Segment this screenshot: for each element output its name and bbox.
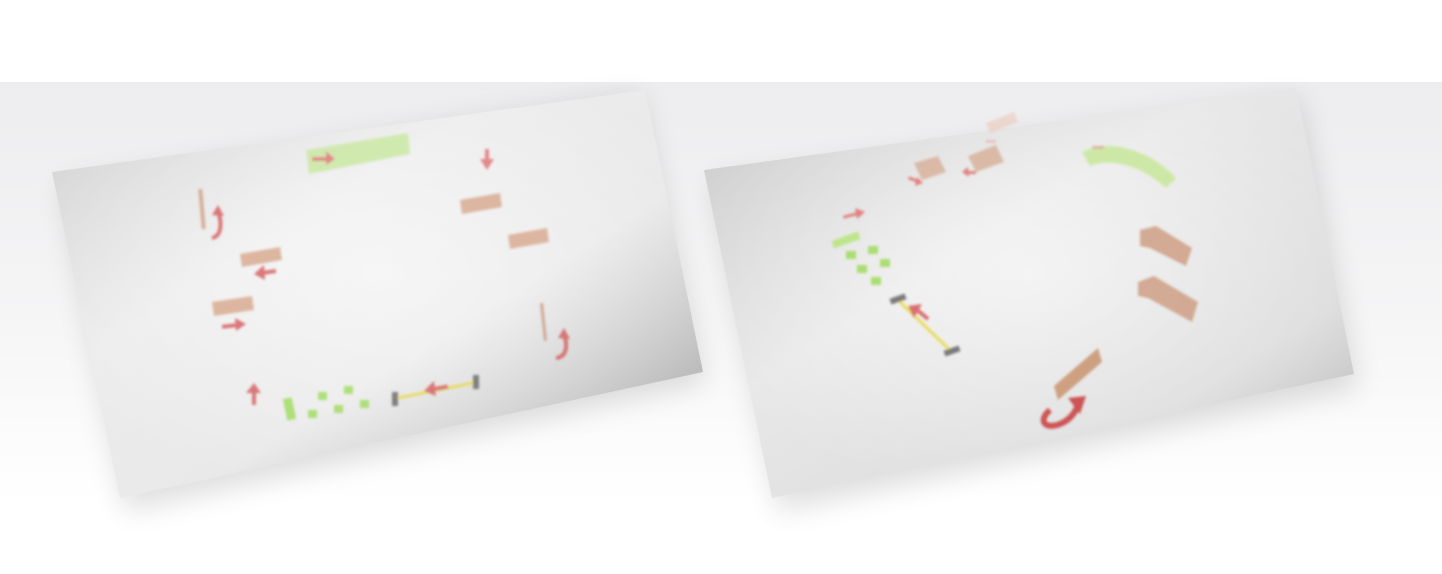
curl-arrow-head [212, 205, 224, 216]
green-ramp [1082, 146, 1176, 188]
green-piece [282, 397, 297, 421]
green-piece [868, 246, 878, 254]
green-piece [318, 392, 327, 400]
wood-block [240, 247, 282, 267]
green-piece [857, 265, 867, 273]
green-piece [846, 251, 856, 259]
arrow-right-icon [221, 318, 246, 331]
arrow-icon [907, 176, 923, 186]
wood-block [460, 193, 502, 214]
left-panel [52, 90, 705, 512]
arrow-icon [986, 140, 996, 143]
rail [896, 298, 954, 354]
green-piece [344, 386, 353, 394]
wood-block [986, 112, 1018, 133]
green-piece [880, 259, 890, 267]
arrow-left-icon [254, 265, 277, 280]
rail-end [943, 345, 961, 357]
wood-plank [1054, 348, 1102, 400]
green-piece [360, 400, 369, 408]
curved-arrow-head [1068, 396, 1086, 414]
green-slab [306, 133, 410, 174]
left-board-glow [52, 90, 703, 498]
right-board-glow [704, 88, 1354, 498]
thin-stick [540, 302, 547, 342]
green-piece [334, 405, 343, 413]
rail-end [889, 293, 907, 305]
green-piece [308, 410, 317, 418]
rail-end [473, 375, 479, 389]
arrow-left-icon [424, 381, 449, 396]
arrow-down-icon [480, 149, 494, 170]
arrow-right-icon [312, 151, 335, 165]
arrow-up-left-icon [908, 304, 930, 321]
arrow-icon [1092, 146, 1104, 149]
wood-block [212, 296, 254, 316]
curl-arrow-head [558, 328, 570, 339]
green-piece [871, 277, 881, 285]
arrow-icon [962, 167, 976, 177]
wood-block [1138, 276, 1198, 322]
right-panel [704, 88, 1358, 512]
wood-block [914, 156, 946, 180]
wood-block [968, 145, 1004, 172]
rail-end [392, 392, 398, 406]
arrow-up-icon [246, 383, 261, 405]
wood-block [508, 228, 549, 249]
arrow-right-icon [842, 208, 865, 219]
green-piece [831, 231, 861, 249]
wood-block [1140, 226, 1192, 266]
thin-stick [198, 188, 206, 230]
curved-arrow-icon [1040, 403, 1081, 429]
